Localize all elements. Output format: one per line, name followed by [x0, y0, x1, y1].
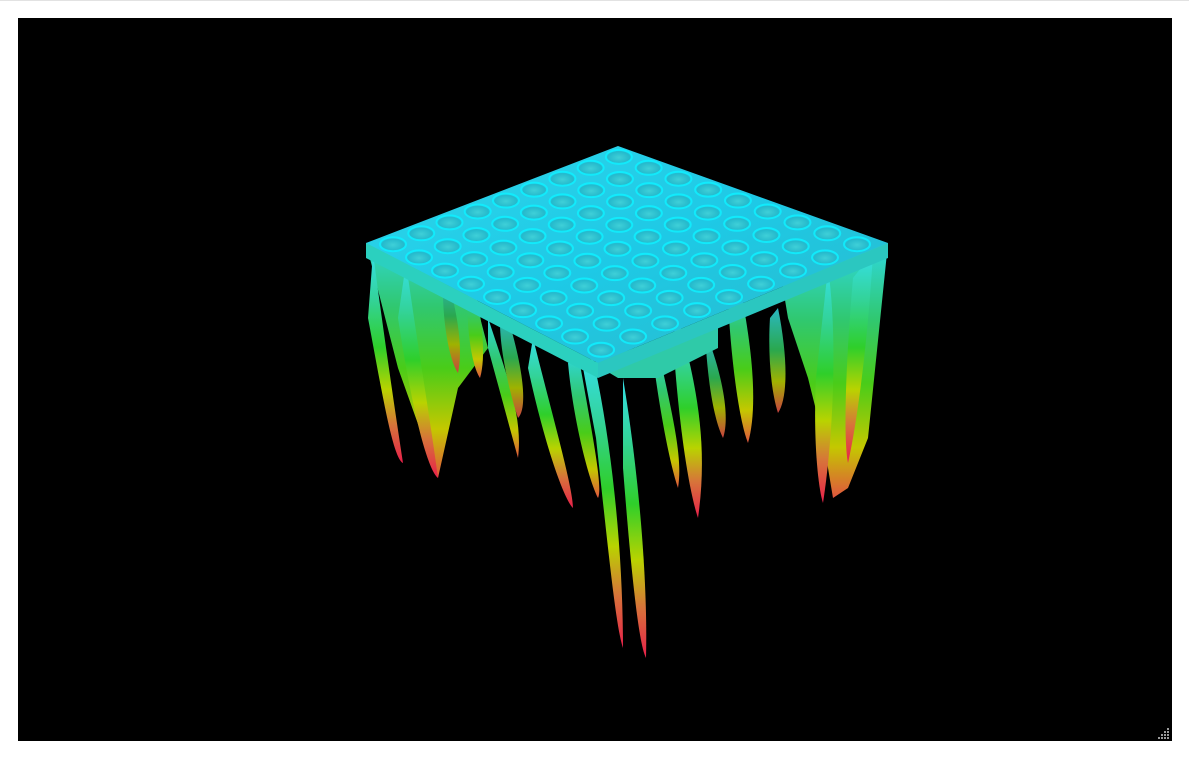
surface-well: [462, 226, 491, 243]
surface-well: [659, 264, 688, 281]
surface-well: [779, 262, 808, 279]
surface-well: [573, 252, 602, 269]
surface-well: [431, 262, 460, 279]
surface-well: [509, 302, 538, 319]
surface-well: [491, 215, 520, 232]
surface-well: [663, 216, 692, 233]
surface-well: [811, 249, 840, 266]
surface-top: [366, 146, 888, 378]
surface-well: [491, 192, 520, 209]
surface-well: [664, 170, 693, 187]
surface-well: [718, 264, 747, 281]
surface-well: [692, 228, 721, 245]
surface-well: [489, 239, 518, 256]
surface-well: [781, 238, 810, 255]
surface-well: [633, 228, 662, 245]
surface-well: [592, 315, 621, 332]
surface-well: [606, 193, 635, 210]
surface-well: [435, 214, 464, 231]
surface-well: [747, 275, 776, 292]
surface-well: [463, 203, 492, 220]
surface-well: [750, 251, 779, 268]
surface-well: [619, 328, 648, 345]
surface-well: [433, 238, 462, 255]
surface-well: [576, 159, 605, 176]
surface-well: [513, 276, 542, 293]
surface-well: [687, 276, 716, 293]
surface-well: [683, 302, 712, 319]
surface-well: [545, 240, 574, 257]
surface-well: [597, 290, 626, 307]
surface-well: [600, 265, 629, 282]
surface-well: [664, 193, 693, 210]
surface-well: [535, 315, 564, 332]
surface-well: [457, 275, 486, 292]
surface-well: [693, 204, 722, 221]
surface-well: [518, 228, 547, 245]
surface-well: [379, 236, 408, 253]
surface-well: [575, 228, 604, 245]
surface-well: [547, 216, 576, 233]
surface-well: [715, 288, 744, 305]
surface-well: [460, 251, 489, 268]
surface-well: [694, 181, 723, 198]
surface-well: [570, 277, 599, 294]
surface-well: [576, 205, 605, 222]
surface-well: [752, 226, 781, 243]
surface-well: [661, 240, 690, 257]
window-top-border: [0, 0, 1189, 1]
surface-well: [634, 159, 663, 176]
surface-well: [723, 192, 752, 209]
surface-wells: [379, 148, 872, 358]
surface-well: [843, 236, 872, 253]
surface-well: [723, 215, 752, 232]
surface-well: [516, 252, 545, 269]
surface-well: [483, 288, 512, 305]
surface-plot[interactable]: [18, 18, 1172, 741]
surface-well: [721, 239, 750, 256]
surface-well: [635, 182, 664, 199]
surface-well: [604, 148, 633, 165]
surface-well: [539, 289, 568, 306]
surface-well: [605, 216, 634, 233]
surface-well: [548, 170, 577, 187]
surface-well: [655, 289, 684, 306]
surface-well: [624, 302, 653, 319]
surface-well: [520, 181, 549, 198]
surface-well: [631, 252, 660, 269]
resize-grip-icon[interactable]: [1156, 725, 1170, 739]
surface-well: [690, 252, 719, 269]
surface-well: [519, 204, 548, 221]
surface-well: [543, 264, 572, 281]
surface-well: [603, 240, 632, 257]
surface-well: [566, 302, 595, 319]
surface-well: [587, 341, 616, 358]
surface-well: [651, 315, 680, 332]
surface-well: [577, 182, 606, 199]
surface-well: [605, 170, 634, 187]
surface-well: [783, 214, 812, 231]
surface-well: [634, 205, 663, 222]
surface-well: [548, 193, 577, 210]
surface-well: [813, 225, 842, 242]
surface-well: [628, 277, 657, 294]
surface-well: [561, 328, 590, 345]
surface-well: [407, 225, 436, 242]
3d-viewport[interactable]: [18, 18, 1172, 741]
surface-well: [753, 203, 782, 220]
surface-well: [405, 249, 434, 266]
surface-well: [486, 264, 515, 281]
